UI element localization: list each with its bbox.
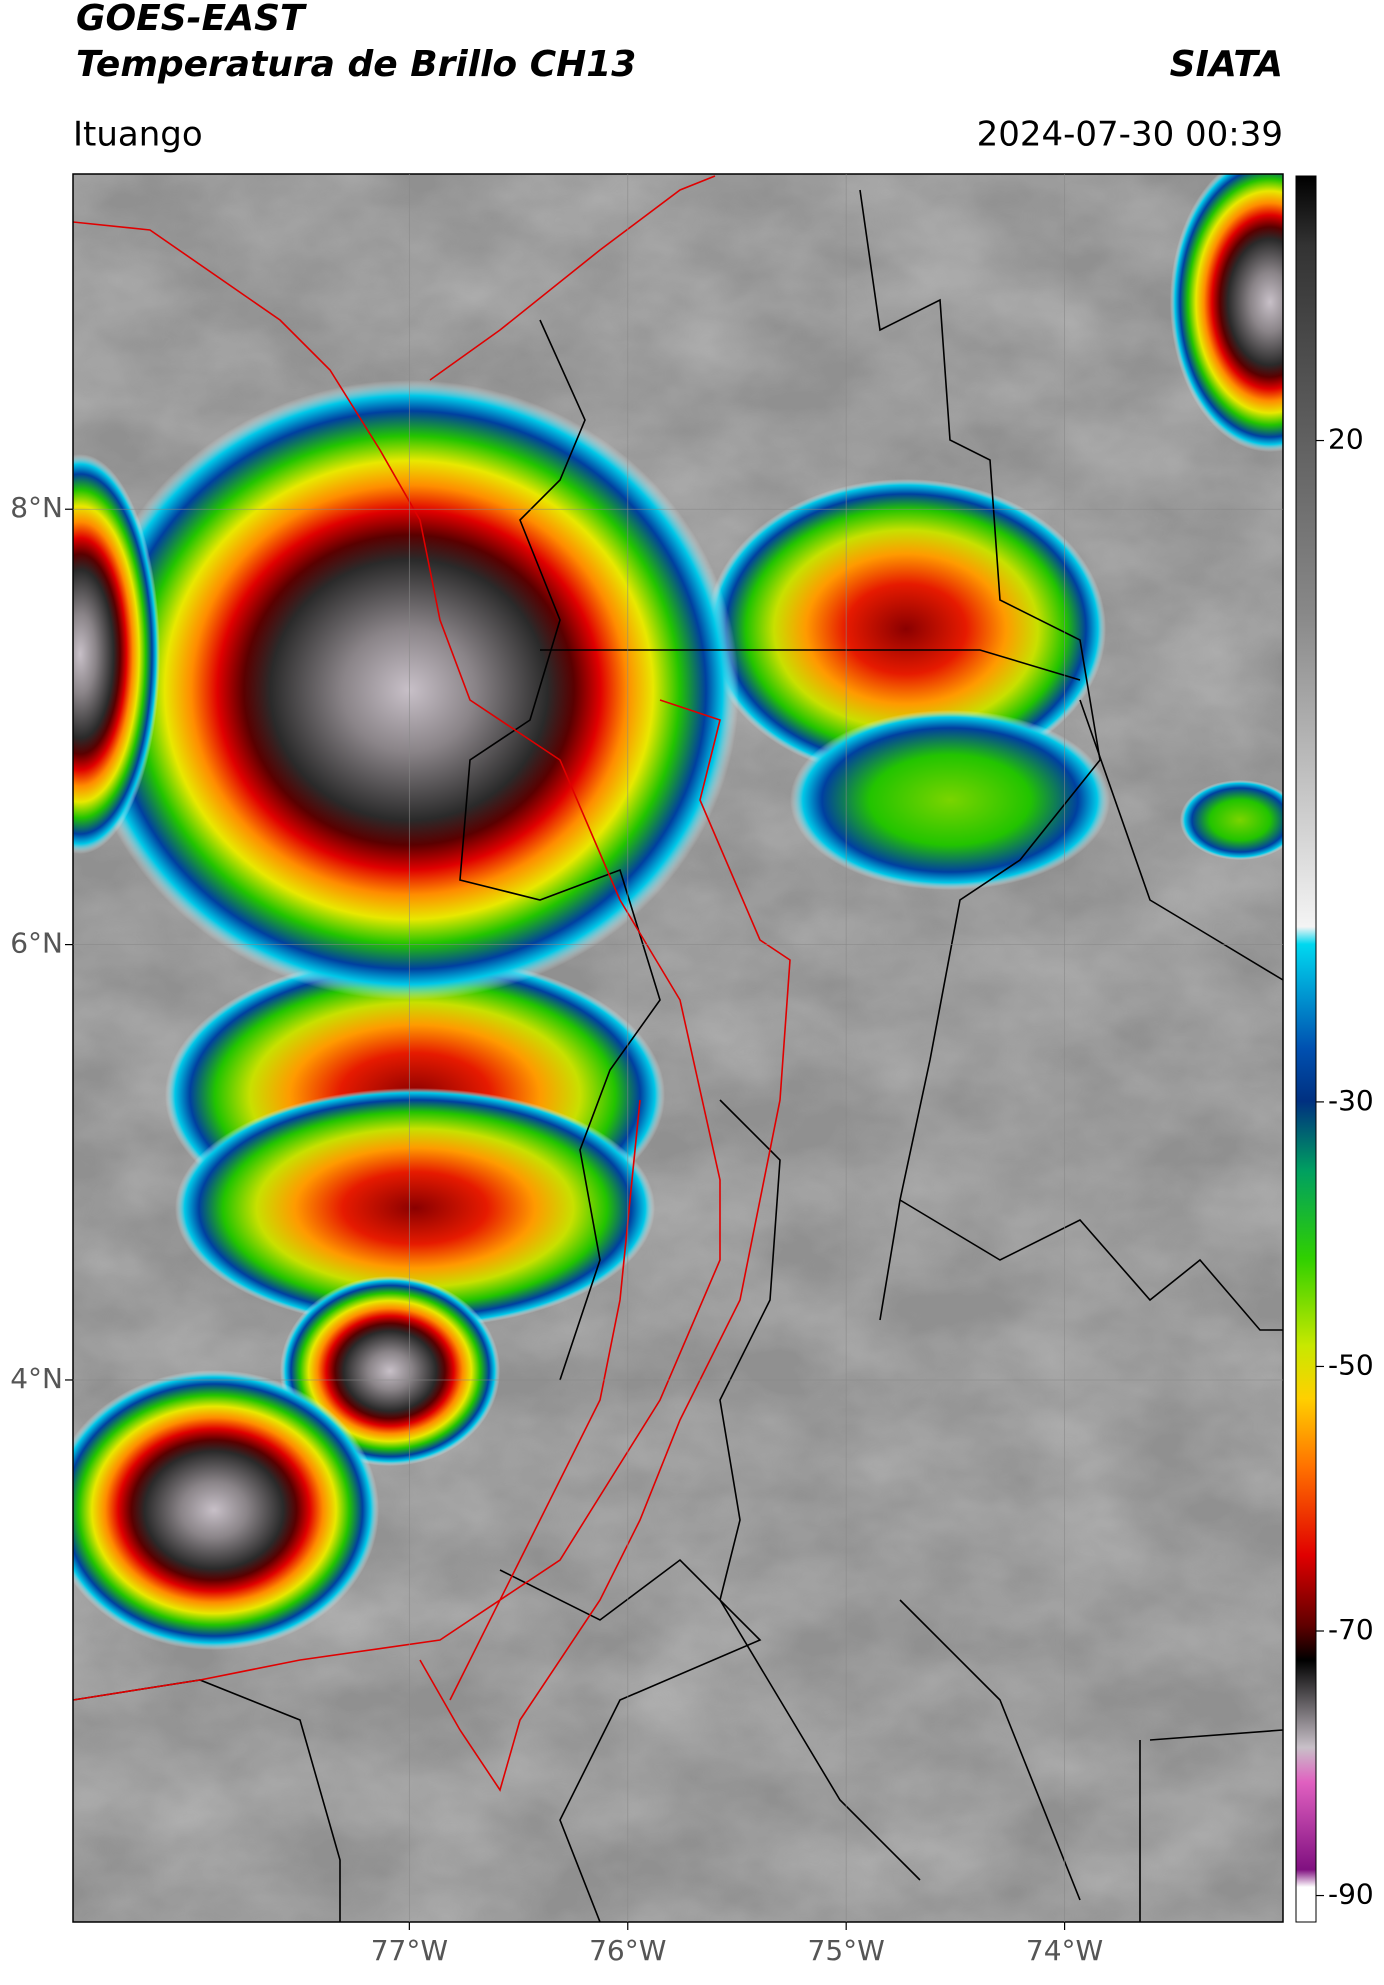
x-tick-label: 74°W (1026, 1934, 1103, 1967)
colorbar-tick-label: -70 (1328, 1613, 1374, 1646)
x-tick-label: 76°W (589, 1934, 666, 1967)
axis-ticks: 77°W 76°W 75°W 74°W 8°N 6°N 4°N (10, 174, 1283, 1967)
x-tick-label: 77°W (371, 1934, 448, 1967)
satellite-image (73, 174, 1283, 1922)
location: Ituango (73, 115, 203, 155)
colorbar-tick-label: 20 (1328, 423, 1364, 456)
y-tick-label: 8°N (10, 491, 63, 524)
y-tick-label: 4°N (10, 1362, 63, 1395)
y-tick-label: 6°N (10, 927, 63, 960)
colorbar (1295, 175, 1317, 1923)
colorbar-tick-label: -90 (1328, 1878, 1374, 1911)
colorbar-tick-label: -50 (1328, 1348, 1374, 1381)
map-frame (72, 173, 1284, 1923)
source: SIATA (1170, 44, 1283, 85)
datetime: 2024-07-30 00:39 (977, 115, 1283, 155)
x-tick-label: 75°W (808, 1934, 885, 1967)
subtitle: Temperatura de Brillo CH13 (76, 44, 636, 85)
colorbar-tick-label: -30 (1328, 1084, 1374, 1117)
title: GOES-EAST (76, 0, 307, 39)
